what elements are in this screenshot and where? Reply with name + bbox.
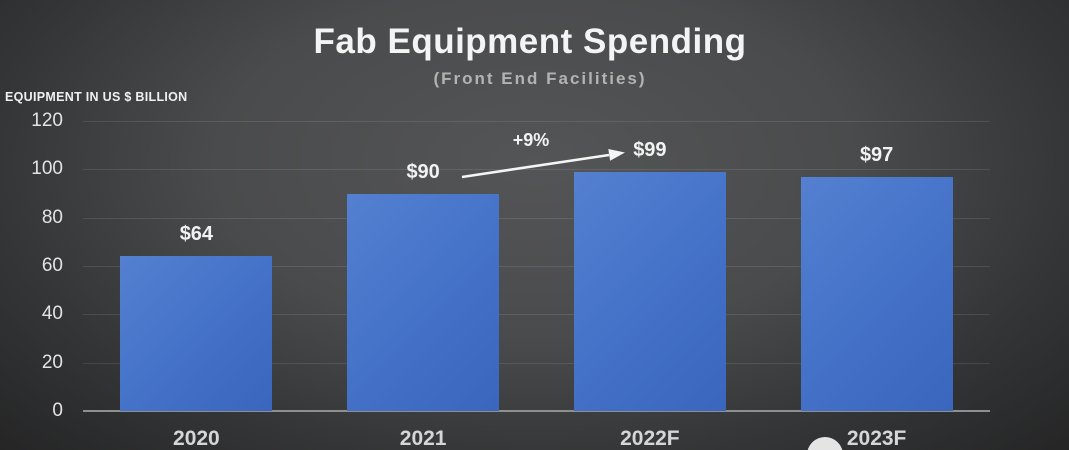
gridline <box>83 217 990 219</box>
bar-2023F <box>800 176 953 411</box>
y-axis-label: EQUIPMENT IN US $ BILLION <box>5 90 188 104</box>
gridline <box>83 121 990 122</box>
x-tick-label: 2020 <box>173 427 220 450</box>
gridline <box>83 314 990 316</box>
y-tick-label: 120 <box>31 110 63 131</box>
y-tick-label: 0 <box>52 400 63 421</box>
y-tick-label: 40 <box>41 303 63 325</box>
gridline <box>83 362 990 364</box>
growth-annotation: +9% <box>512 130 550 150</box>
x-axis-line <box>83 410 990 412</box>
y-tick-label: 100 <box>31 158 63 180</box>
bar-value-label: $99 <box>633 138 667 161</box>
bar-2021 <box>347 193 500 411</box>
bar-value-label: $97 <box>859 143 894 166</box>
gridline <box>83 266 990 267</box>
y-tick-label: 60 <box>41 255 63 276</box>
gridline <box>83 169 990 171</box>
x-tick-label: 2023F <box>846 427 907 450</box>
bar-2020 <box>120 256 273 411</box>
x-tick-label: 2021 <box>399 427 447 450</box>
bar-value-label: $90 <box>406 160 440 183</box>
bar-value-label: $64 <box>179 223 214 246</box>
y-tick-label: 20 <box>41 351 63 373</box>
cursor-dot <box>807 437 843 450</box>
y-tick-label: 80 <box>41 206 63 228</box>
chart-title: Fab Equipment Spending <box>313 22 747 61</box>
x-tick-label: 2022F <box>620 427 680 450</box>
bar-2022F <box>573 171 726 411</box>
chart-subtitle: (Front End Facilities) <box>433 69 647 88</box>
